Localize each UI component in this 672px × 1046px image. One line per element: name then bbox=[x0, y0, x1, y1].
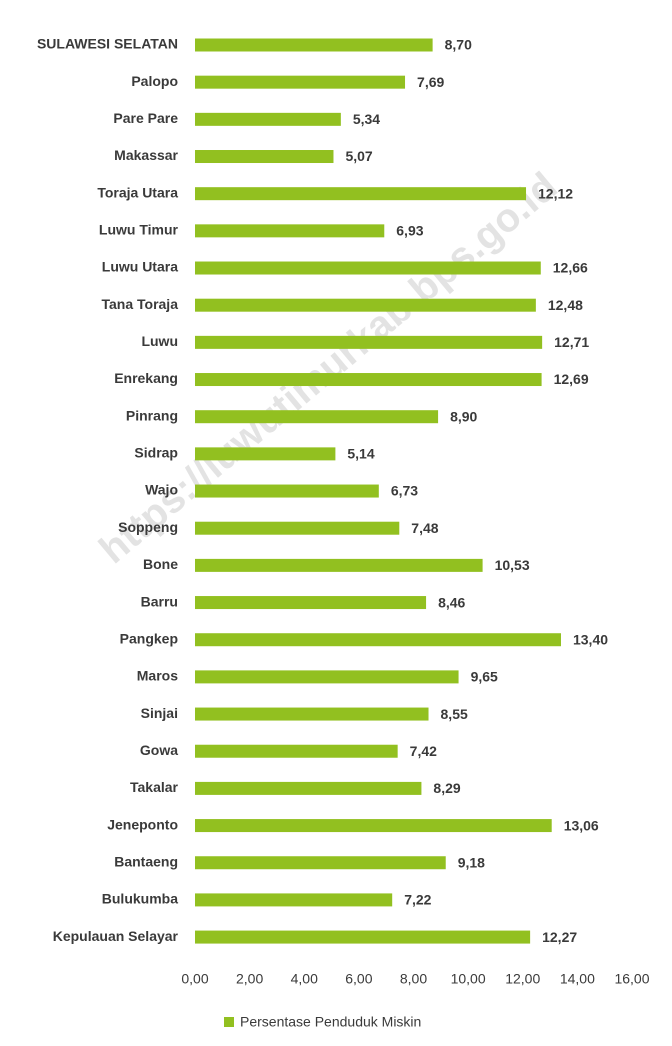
y-tick-label: Luwu Timur bbox=[99, 222, 179, 238]
bar bbox=[195, 38, 433, 52]
x-tick-label: 4,00 bbox=[291, 971, 318, 987]
y-tick-label: Takalar bbox=[130, 779, 179, 795]
bar bbox=[195, 150, 334, 164]
y-tick-label: Tana Toraja bbox=[101, 296, 178, 312]
x-tick-label: 14,00 bbox=[560, 971, 595, 987]
value-label: 7,42 bbox=[410, 743, 437, 759]
value-label: 13,40 bbox=[573, 631, 608, 647]
bar bbox=[195, 856, 446, 870]
bar bbox=[195, 112, 341, 126]
value-label: 7,69 bbox=[417, 74, 444, 90]
value-label: 5,34 bbox=[353, 111, 380, 127]
value-label: 6,73 bbox=[391, 483, 418, 499]
legend-swatch bbox=[224, 1017, 234, 1027]
bar bbox=[195, 224, 385, 238]
bar bbox=[195, 558, 483, 572]
value-label: 5,07 bbox=[345, 148, 372, 164]
bar bbox=[195, 781, 422, 795]
bar bbox=[195, 447, 336, 461]
y-tick-label: Luwu Utara bbox=[102, 259, 178, 275]
value-label: 12,27 bbox=[542, 929, 577, 945]
x-tick-label: 2,00 bbox=[236, 971, 263, 987]
x-tick-label: 8,00 bbox=[400, 971, 427, 987]
bar bbox=[195, 707, 429, 721]
y-tick-label: Gowa bbox=[140, 742, 178, 758]
y-tick-label: Makassar bbox=[114, 147, 178, 163]
bar bbox=[195, 596, 427, 610]
y-tick-label: Soppeng bbox=[118, 519, 178, 535]
bar bbox=[195, 335, 543, 349]
value-label: 12,48 bbox=[548, 297, 583, 313]
bar bbox=[195, 75, 406, 89]
bar bbox=[195, 521, 400, 535]
value-label: 8,55 bbox=[441, 706, 468, 722]
value-label: 5,14 bbox=[347, 446, 374, 462]
y-tick-label: Pare Pare bbox=[113, 110, 178, 126]
x-tick-label: 6,00 bbox=[345, 971, 372, 987]
y-tick-label: Maros bbox=[137, 668, 178, 684]
value-label: 6,93 bbox=[396, 223, 423, 239]
bar bbox=[195, 744, 398, 758]
x-tick-label: 16,00 bbox=[614, 971, 649, 987]
value-label: 12,12 bbox=[538, 185, 573, 201]
y-tick-label: Pinrang bbox=[126, 407, 178, 423]
y-tick-label: Bone bbox=[143, 556, 178, 572]
y-tick-label: Palopo bbox=[131, 73, 178, 89]
y-tick-label: Toraja Utara bbox=[97, 184, 178, 200]
bar bbox=[195, 410, 439, 424]
value-label: 12,66 bbox=[553, 260, 588, 276]
y-tick-label: Bulukumba bbox=[102, 891, 178, 907]
bar bbox=[195, 930, 531, 944]
value-label: 8,29 bbox=[433, 780, 460, 796]
bar bbox=[195, 893, 393, 907]
bar bbox=[195, 187, 527, 201]
value-label: 12,69 bbox=[554, 371, 589, 387]
legend-label: Persentase Penduduk Miskin bbox=[240, 1014, 421, 1030]
value-label: 8,70 bbox=[445, 37, 472, 53]
bar bbox=[195, 298, 536, 312]
y-tick-label: Pangkep bbox=[120, 630, 178, 646]
y-tick-label: Kepulauan Selayar bbox=[53, 928, 179, 944]
y-tick-label: Luwu bbox=[141, 333, 178, 349]
x-tick-label: 0,00 bbox=[181, 971, 208, 987]
y-tick-label: Sinjai bbox=[141, 705, 178, 721]
bar bbox=[195, 819, 552, 833]
value-label: 10,53 bbox=[495, 557, 530, 573]
y-tick-label: Jeneponto bbox=[107, 816, 178, 832]
y-tick-label: Sidrap bbox=[134, 445, 178, 461]
y-tick-label: Bantaeng bbox=[114, 853, 178, 869]
value-label: 9,65 bbox=[471, 669, 498, 685]
y-tick-label: Barru bbox=[141, 593, 178, 609]
value-label: 13,06 bbox=[564, 817, 599, 833]
value-label: 8,90 bbox=[450, 408, 477, 424]
bar bbox=[195, 373, 542, 387]
bar bbox=[195, 670, 459, 684]
bar bbox=[195, 633, 561, 647]
x-tick-label: 12,00 bbox=[505, 971, 540, 987]
value-label: 7,48 bbox=[411, 520, 438, 536]
y-tick-label: SULAWESI SELATAN bbox=[37, 36, 178, 52]
value-label: 7,22 bbox=[404, 892, 431, 908]
y-tick-label: Wajo bbox=[145, 482, 178, 498]
y-tick-label: Enrekang bbox=[114, 370, 178, 386]
value-label: 9,18 bbox=[458, 854, 485, 870]
bar bbox=[195, 261, 541, 275]
value-label: 12,71 bbox=[554, 334, 589, 350]
x-tick-label: 10,00 bbox=[451, 971, 486, 987]
bar bbox=[195, 484, 379, 498]
value-label: 8,46 bbox=[438, 594, 465, 610]
